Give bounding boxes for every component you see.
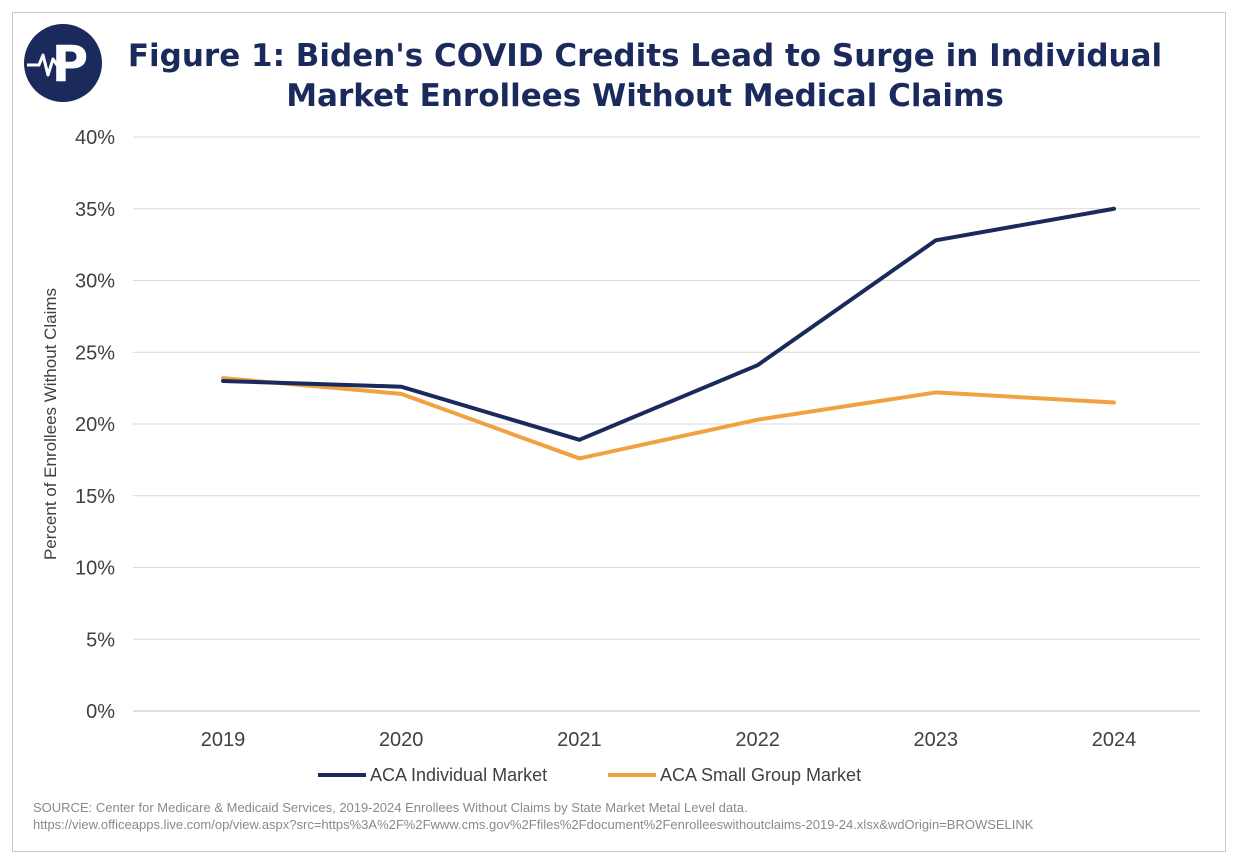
y-tick-label: 40% xyxy=(75,127,115,149)
y-tick-label: 10% xyxy=(75,558,115,580)
source-line-1: SOURCE: Center for Medicare & Medicaid S… xyxy=(33,800,748,815)
chart-title-line-2: Market Enrollees Without Medical Claims xyxy=(286,78,1004,114)
series-line-individual-market xyxy=(221,206,1116,442)
x-tick-label: 2024 xyxy=(1092,729,1137,751)
x-tick-label: 2020 xyxy=(379,729,424,751)
legend-label: ACA Individual Market xyxy=(370,765,547,785)
source-note: SOURCE: Center for Medicare & Medicaid S… xyxy=(33,799,1223,833)
source-url: https://view.officeapps.live.com/op/view… xyxy=(33,817,1034,832)
y-tick-label: 5% xyxy=(86,629,115,651)
y-tick-label: 35% xyxy=(75,199,115,221)
chart-title-line-1: Figure 1: Biden's COVID Credits Lead to … xyxy=(127,38,1163,74)
y-axis-label: Percent of Enrollees Without Claims xyxy=(41,288,60,560)
y-tick-label: 30% xyxy=(75,271,115,293)
chart-title: Figure 1: Biden's COVID Credits Lead to … xyxy=(120,36,1170,116)
series-line-small-group-market xyxy=(221,376,1116,461)
x-tick-label: 2019 xyxy=(201,729,246,751)
y-tick-label: 20% xyxy=(75,414,115,436)
legend-label: ACA Small Group Market xyxy=(660,765,861,785)
x-tick-label: 2022 xyxy=(735,729,780,751)
x-tick-label: 2021 xyxy=(557,729,602,751)
y-tick-label: 25% xyxy=(75,342,115,364)
y-tick-label: 15% xyxy=(75,486,115,508)
organization-logo: P xyxy=(24,24,102,102)
y-tick-label: 0% xyxy=(86,701,115,723)
x-tick-label: 2023 xyxy=(914,729,959,751)
chart-frame xyxy=(12,12,1226,852)
